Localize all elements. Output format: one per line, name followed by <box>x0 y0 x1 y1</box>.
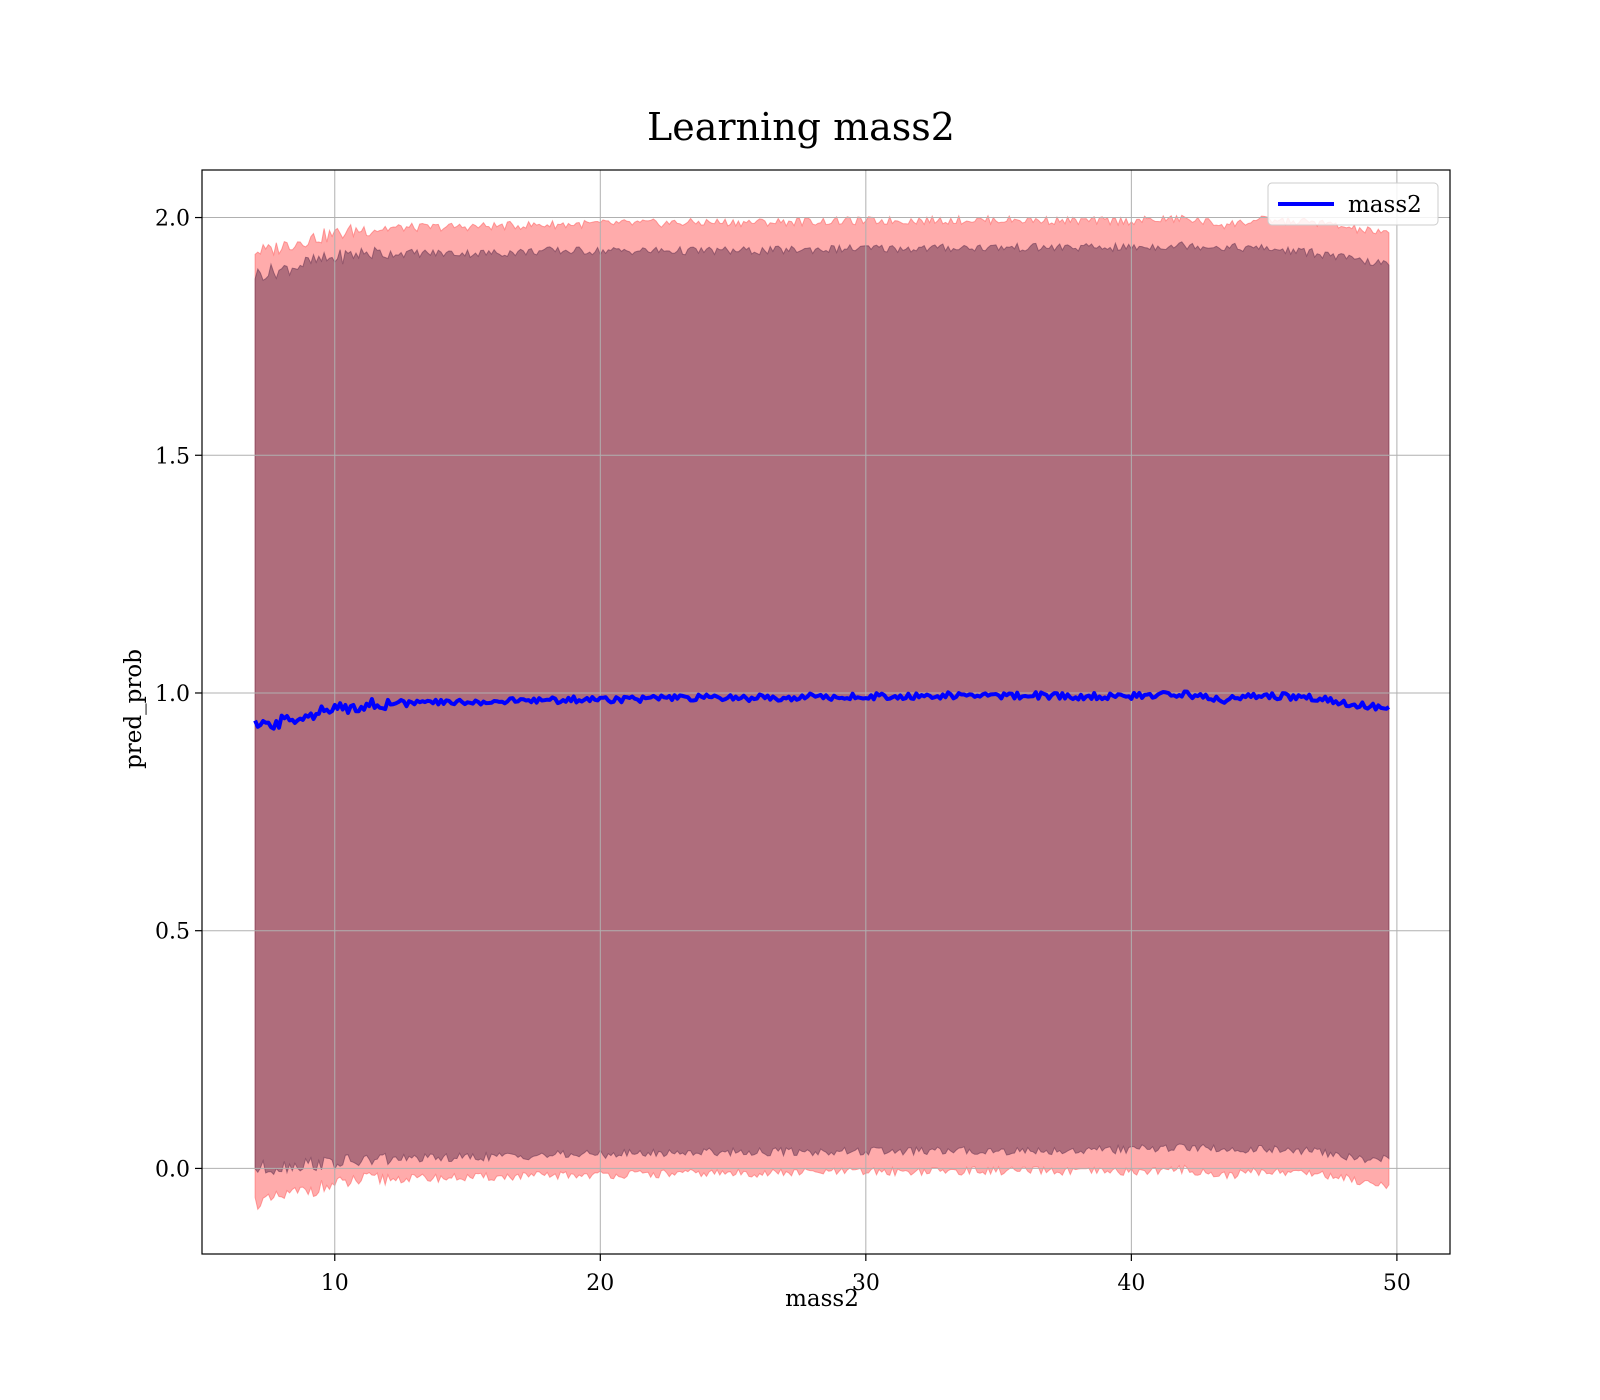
y-tick-label: 0.5 <box>155 920 190 945</box>
x-tick-label: 20 <box>586 1271 614 1296</box>
band-inner <box>254 241 1390 1176</box>
x-tick-label: 30 <box>852 1271 880 1296</box>
y-tick-label: 2.0 <box>155 207 190 232</box>
y-axis-title: pred_prob <box>121 649 147 769</box>
chart-title: Learning mass2 <box>647 105 955 149</box>
y-tick-label: 0.0 <box>155 1157 190 1182</box>
plot-area: 10 20 30 40 50 0.0 0.5 1.0 1.5 2.0 mass2 <box>155 169 1451 1296</box>
y-tick-label: 1.0 <box>155 682 190 707</box>
x-tick-label: 40 <box>1117 1271 1145 1296</box>
plot-frame <box>201 169 1451 1255</box>
x-axis-title: mass2 <box>785 1286 859 1312</box>
legend-box <box>1267 182 1439 226</box>
x-tick-label: 50 <box>1383 1271 1411 1296</box>
legend-label: mass2 <box>1348 192 1422 218</box>
series-line-mass2 <box>253 689 1391 731</box>
y-tick-label: 1.5 <box>155 444 190 469</box>
x-tick-label: 10 <box>321 1271 349 1296</box>
